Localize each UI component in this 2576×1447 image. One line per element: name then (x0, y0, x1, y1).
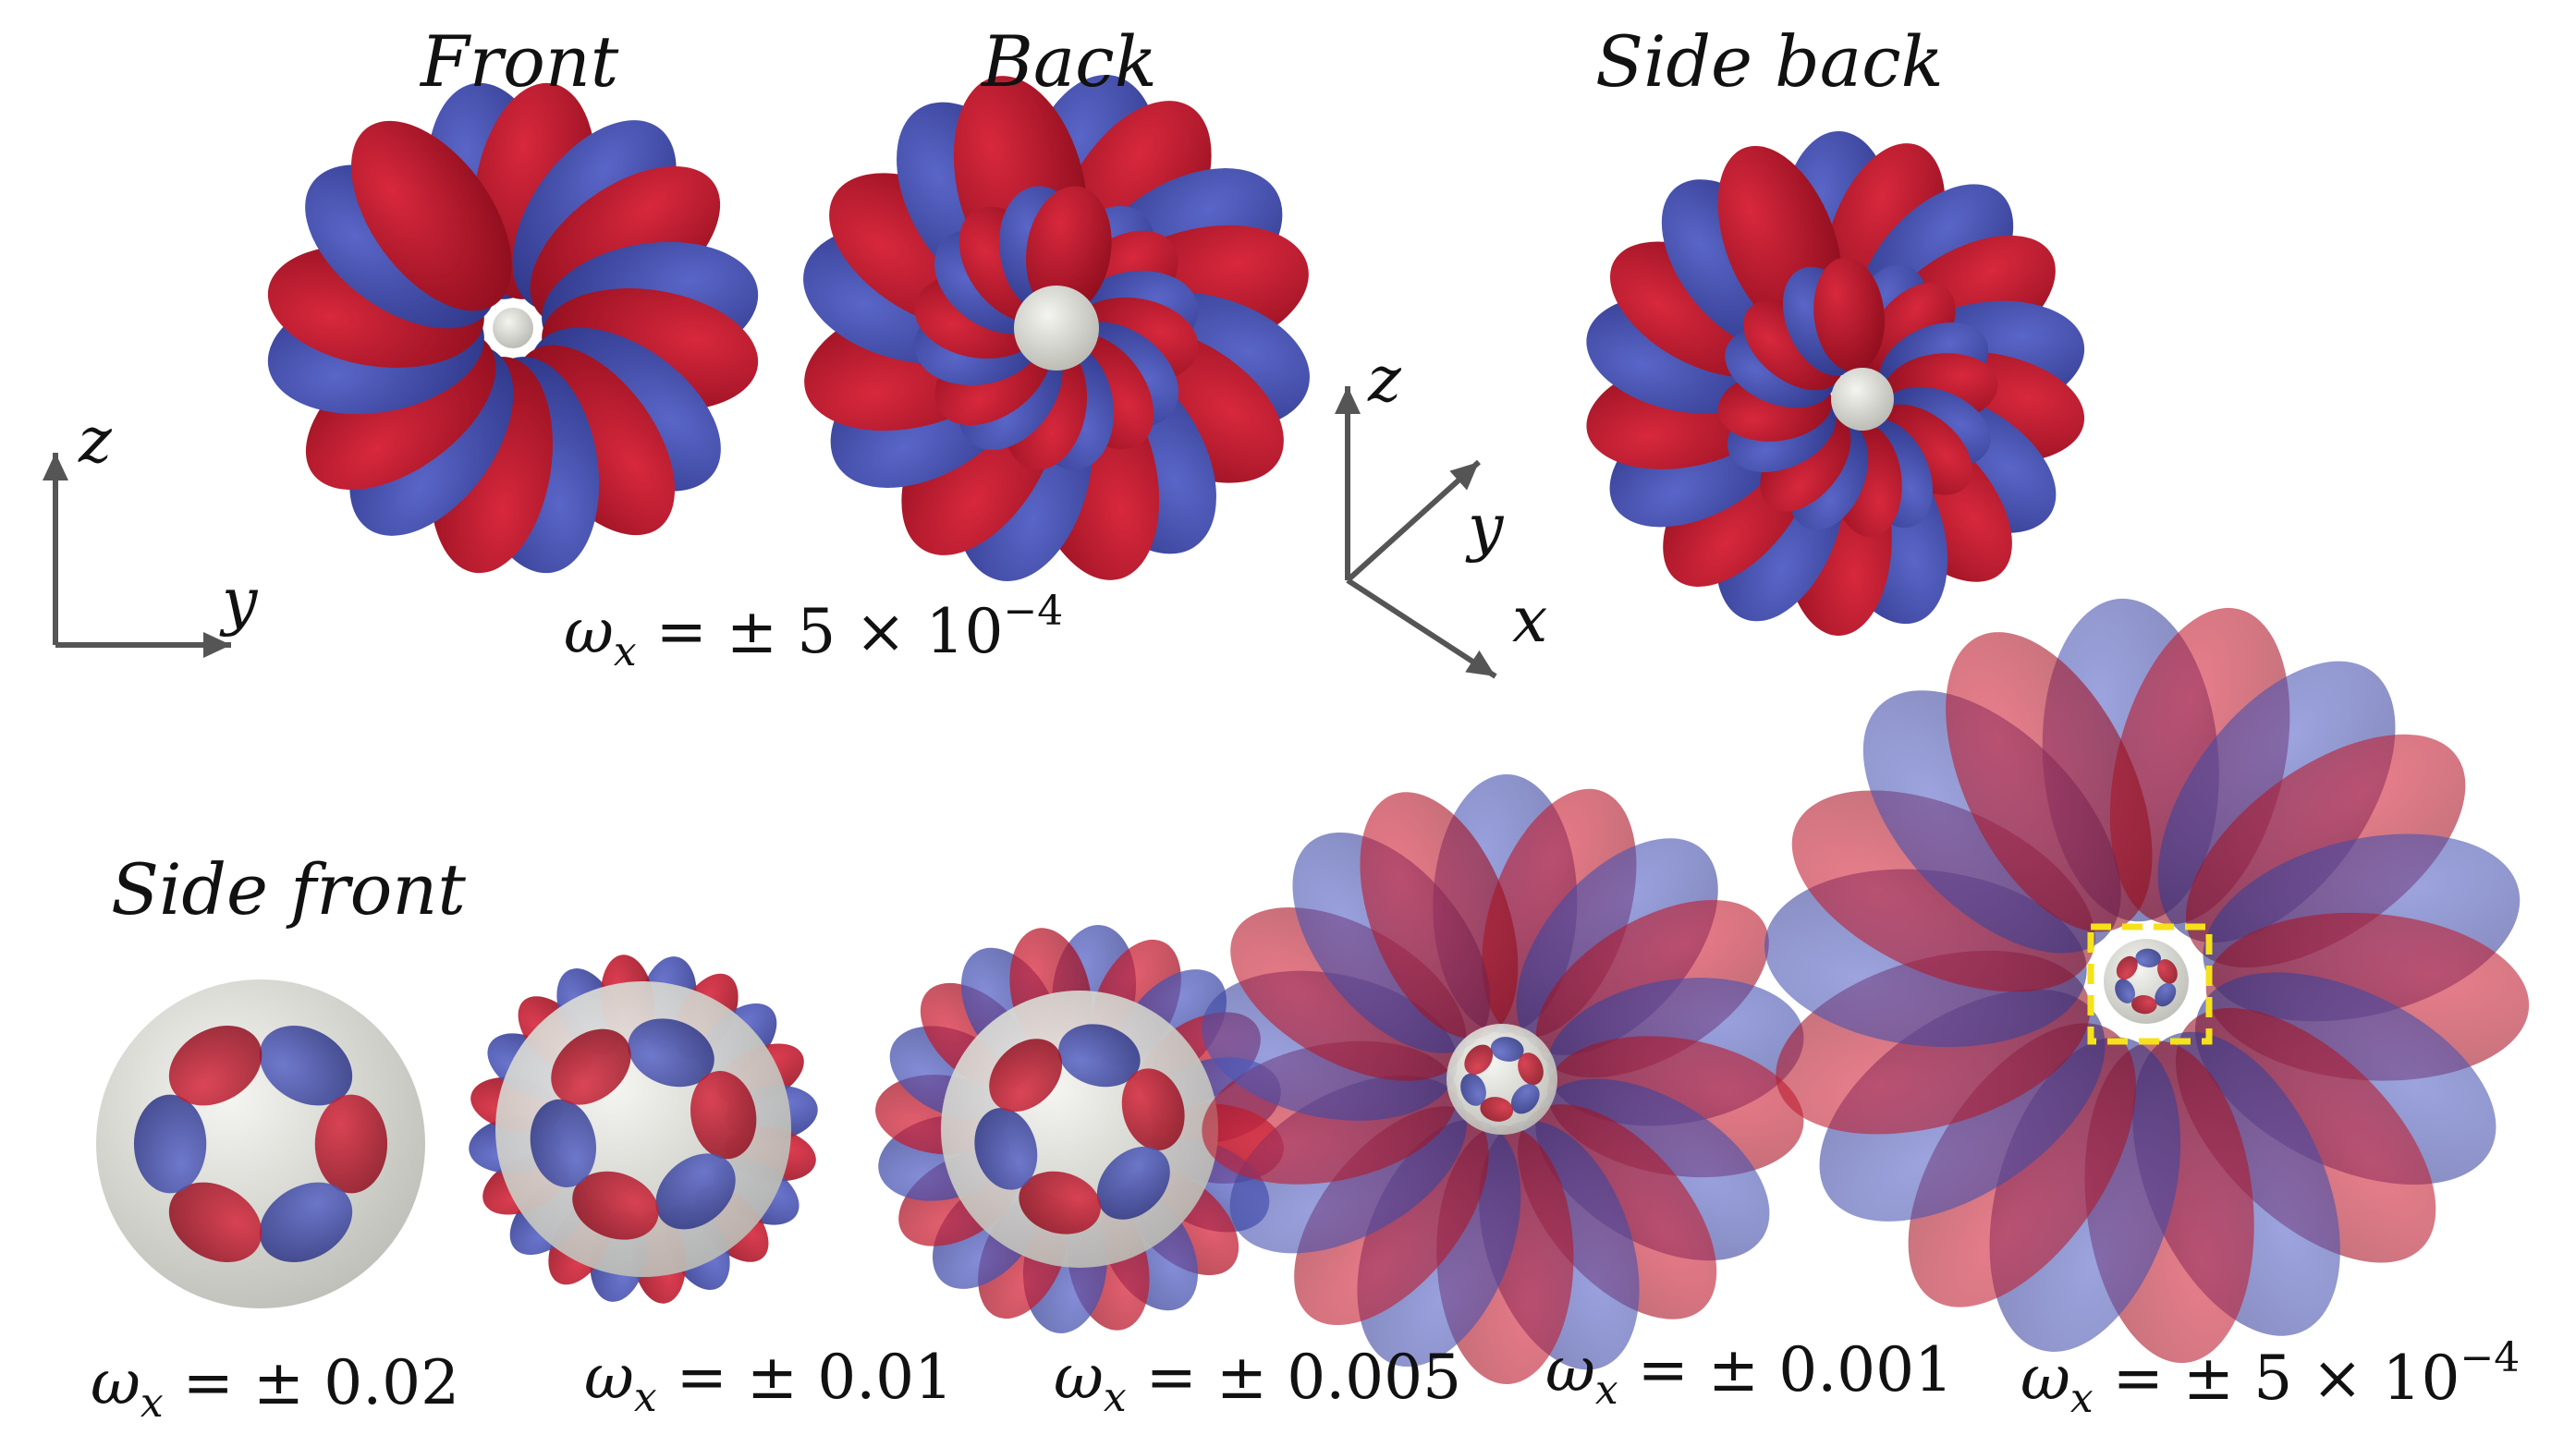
caption-value: = ± 0.02 (163, 1347, 460, 1418)
caption-value: = ± 0.001 (1618, 1334, 1954, 1405)
axis-arrow-z-oblique-head (1335, 386, 1361, 414)
subscript: x (140, 1380, 164, 1427)
surface-patch-negative (1096, 1146, 1170, 1220)
caption-exponent: −4 (1003, 588, 1064, 635)
caption-bottom-3: ωx = ± 0.005 (1054, 1342, 1461, 1421)
axis-label-z-oblique: z (1368, 344, 1401, 417)
axis-label-y-oblique: y (1468, 492, 1504, 565)
surface-patch-positive (2157, 959, 2178, 984)
surface-patch-positive (690, 1071, 757, 1160)
surface-patch-negative (2115, 979, 2135, 1003)
render-threshold-0-001 (1202, 774, 1804, 1384)
axis-label-z-left: z (79, 405, 112, 478)
caption-exponent: −4 (2460, 1334, 2521, 1381)
render-threshold-0-02 (96, 979, 425, 1308)
caption-value: = ± 0.005 (1126, 1342, 1462, 1413)
omega-symbol: ω (584, 1342, 634, 1413)
surface-patch-negative (1460, 1073, 1486, 1106)
omega-symbol: ω (1545, 1334, 1595, 1405)
axis-arrow-x-oblique (1346, 578, 1497, 679)
surface-patch-negative (628, 1018, 714, 1088)
sphere (493, 308, 533, 348)
vortex-lobe-positive (1360, 792, 1519, 1039)
surface-patch-negative (974, 1108, 1038, 1190)
omega-symbol: ω (564, 596, 614, 667)
vortex-lobe-positive (1813, 257, 1885, 372)
sphere (1014, 286, 1099, 371)
surface-patch-positive (2131, 995, 2157, 1015)
surface-patch-positive (1019, 1171, 1101, 1234)
caption-bottom-5: ωx = ± 5 × 10−4 (2021, 1334, 2520, 1422)
vortex-lobe-positive (1025, 186, 1112, 315)
subscript: x (1103, 1374, 1127, 1421)
title-side-back: Side back (1595, 20, 1944, 103)
surface-patch-negative (2155, 982, 2177, 1007)
axis-label-y-left: y (222, 565, 258, 638)
surface-patch-positive (551, 1028, 631, 1105)
surface-patch-positive (572, 1171, 659, 1240)
render-threshold-0-01 (469, 955, 818, 1304)
caption-value: = ± 5 × 10 (636, 596, 1004, 667)
caption-bottom-2: ωx = ± 0.01 (584, 1342, 953, 1421)
surface-patch-positive (1518, 1052, 1544, 1086)
sphere (1831, 368, 1894, 431)
omega-symbol: ω (91, 1347, 140, 1418)
caption-value: = ± 5 × 10 (2093, 1343, 2460, 1414)
caption-bottom-4: ωx = ± 0.001 (1545, 1334, 1953, 1414)
surface-patch-negative (259, 1026, 353, 1106)
surface-patch-positive (2116, 955, 2138, 980)
surface-patch-negative (1490, 1037, 1524, 1062)
surface-patch-positive (1464, 1044, 1494, 1075)
vortex-lobe-positive (350, 120, 512, 311)
subscript: x (633, 1374, 657, 1421)
caption-top: ωx = ± 5 × 10−4 (564, 588, 1063, 675)
highlight-box (2087, 923, 2213, 1045)
surface-patch-positive (1480, 1097, 1514, 1122)
surface-patch-negative (259, 1182, 353, 1262)
axis-label-x-oblique: x (1512, 584, 1548, 657)
surface-patch-negative (2135, 948, 2161, 967)
caption-value: = ± 0.01 (656, 1342, 954, 1413)
subscript: x (2069, 1375, 2094, 1422)
vortex-lobe-positive (1946, 632, 2153, 932)
surface-patch-negative (655, 1153, 736, 1230)
subscript: x (1594, 1367, 1618, 1414)
axis-arrow-z-left-head (43, 453, 68, 480)
surface-patch-positive (1121, 1068, 1185, 1150)
front-view-render (267, 82, 759, 574)
axis-arrow-y-oblique-head (1449, 462, 1479, 491)
omega-symbol: ω (2021, 1343, 2070, 1414)
surface-patch-positive (168, 1026, 262, 1106)
title-front: Front (421, 20, 619, 103)
axis-arrow-y-left-head (203, 632, 231, 658)
surface-patch-positive (989, 1039, 1063, 1113)
surface-patch-negative (1058, 1024, 1141, 1088)
caption-bottom-1: ωx = ± 0.02 (91, 1347, 459, 1427)
back-view-render (803, 75, 1310, 581)
surface-patch-negative (133, 1094, 207, 1194)
surface-patch-negative (1510, 1084, 1540, 1114)
title-side-front: Side front (111, 848, 466, 930)
side-back-view-render (1586, 131, 2085, 636)
side-front-renders (96, 598, 2530, 1384)
surface-patch-positive (168, 1182, 262, 1262)
subscript: x (613, 628, 637, 675)
title-back: Back (982, 20, 1157, 103)
surface-patch-negative (530, 1099, 596, 1187)
render-threshold-5e-4 (1764, 598, 2530, 1363)
axis-arrow-x-oblique-head (1465, 650, 1496, 676)
axis-arrow-y-oblique (1345, 459, 1482, 583)
axis-arrows (43, 386, 1497, 679)
omega-symbol: ω (1054, 1342, 1104, 1413)
surface-patch-positive (314, 1094, 388, 1194)
